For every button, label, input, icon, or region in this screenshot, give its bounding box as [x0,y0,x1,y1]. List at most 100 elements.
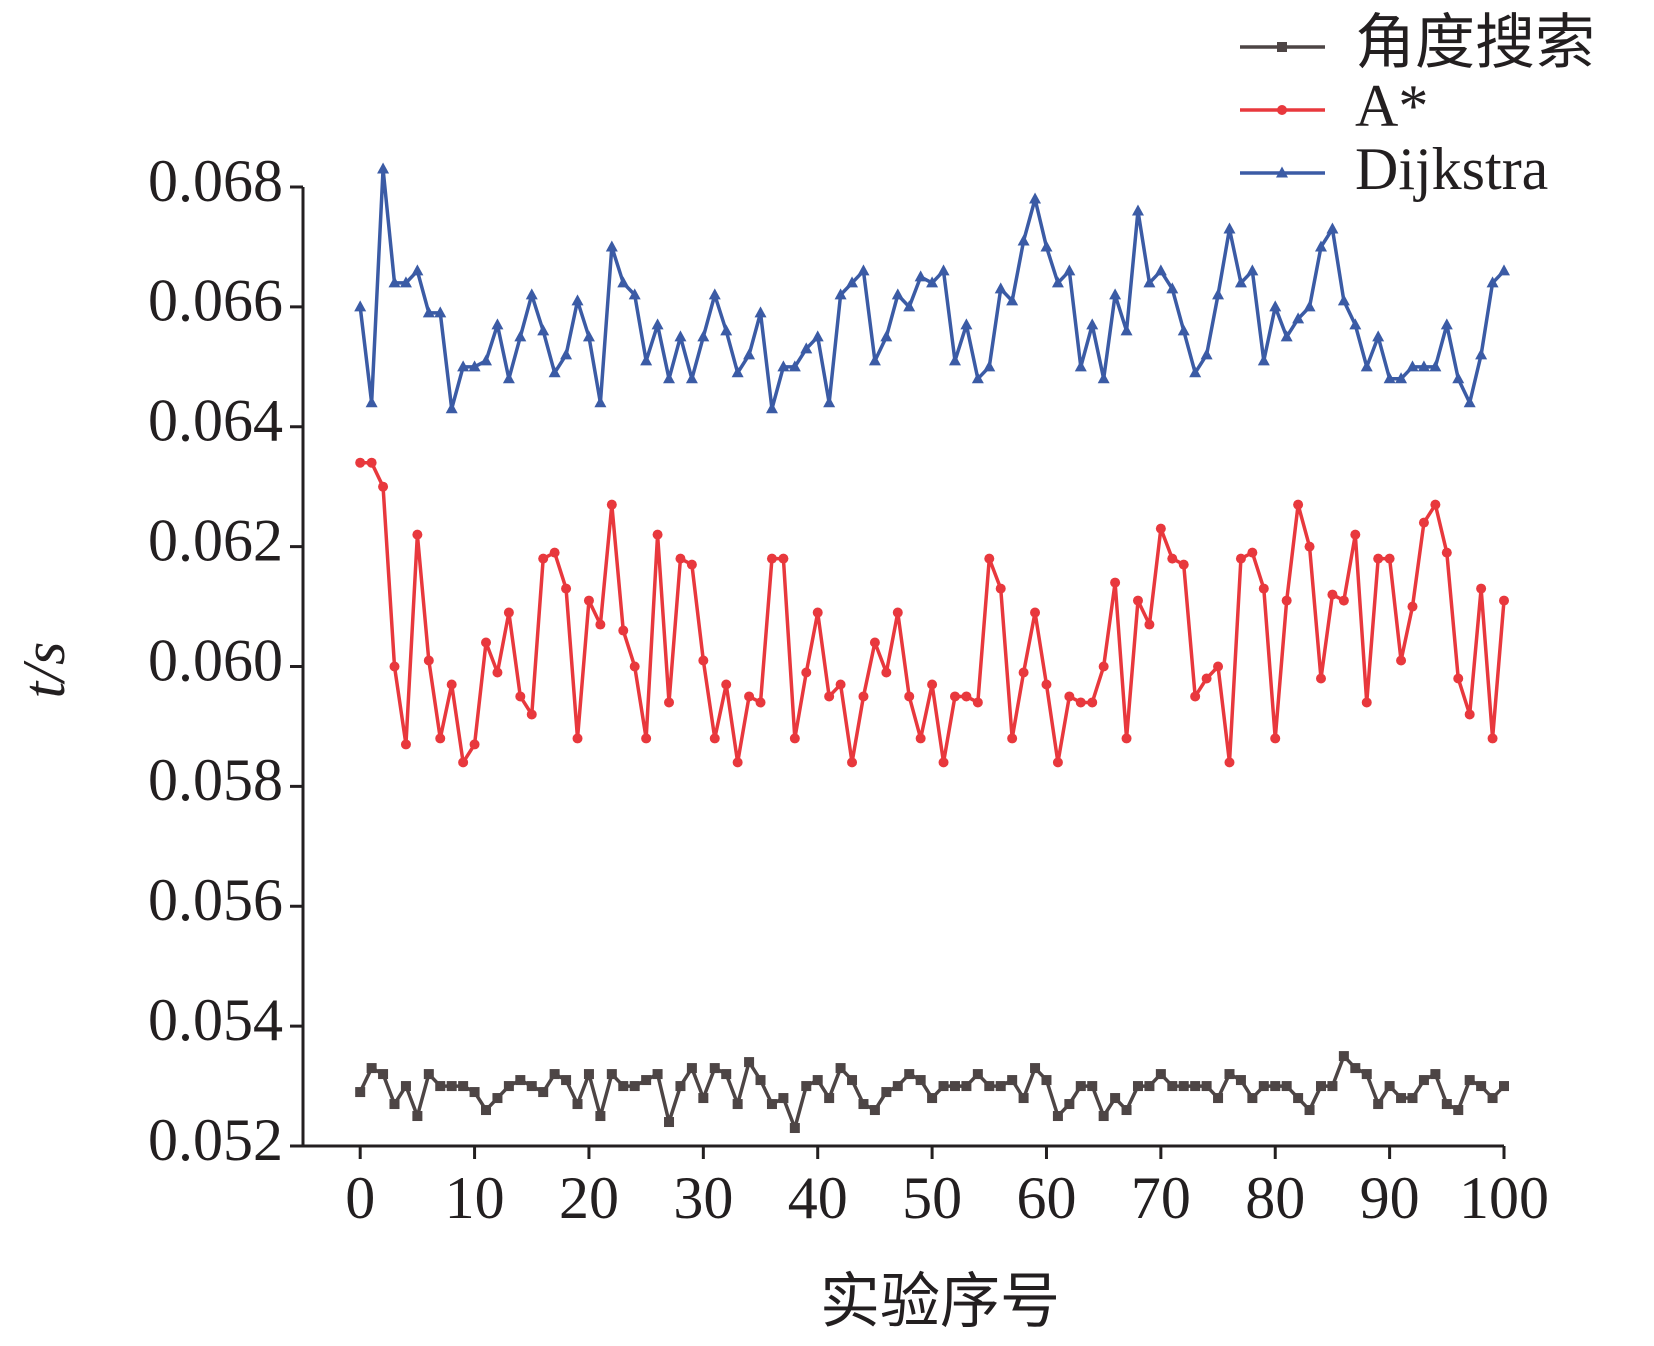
data-point [961,1081,972,1092]
data-point [972,1069,983,1080]
data-point [938,757,949,768]
data-point [1269,300,1282,312]
data-point [892,607,903,618]
data-point [595,1111,606,1122]
data-point [1234,276,1247,288]
data-point [731,366,744,378]
data-point [1327,1081,1338,1092]
data-point [1063,264,1076,276]
data-point [491,318,504,330]
data-point [857,264,870,276]
data-point [891,288,904,300]
data-point [1350,529,1361,540]
data-point [389,1099,400,1110]
data-point [847,1075,858,1086]
data-point [915,1075,926,1086]
data-point [1384,553,1395,564]
data-point [777,360,790,372]
data-point [652,1069,663,1080]
data-point [435,1081,446,1092]
x-tick-label: 70 [1131,1165,1191,1231]
data-point [1499,595,1509,606]
data-point [617,276,630,288]
legend-marker [1277,105,1287,115]
data-point [1041,679,1052,690]
data-point [422,306,435,318]
data-point [1144,1081,1155,1092]
data-point [721,1069,732,1080]
data-point [686,559,697,570]
data-point [606,1069,617,1080]
data-point [1418,1075,1429,1086]
data-point [858,691,869,702]
data-point [927,1093,938,1104]
data-point [880,330,893,342]
data-point [835,1063,846,1074]
data-point [412,529,423,540]
data-point [1007,1075,1018,1086]
data-point [492,667,503,678]
legend-label: 角度搜索 [1355,10,1595,76]
data-point [515,691,526,702]
data-point [846,276,859,288]
data-point [549,547,560,558]
data-point [1407,601,1418,612]
data-point [400,739,411,750]
data-point [1110,577,1121,588]
data-point [378,1069,389,1080]
data-point [1384,1081,1395,1092]
y-tick-label: 0.062 [148,507,283,573]
legend-marker [1277,42,1287,52]
data-point [538,553,549,564]
data-point [1373,1099,1384,1110]
data-point [594,396,607,408]
data-point [514,330,527,342]
data-point [971,372,984,384]
data-point [1338,1051,1349,1062]
y-tick-label: 0.068 [148,148,283,214]
data-point [984,1081,995,1092]
data-point [651,318,664,330]
data-point [1407,1093,1418,1104]
data-point [1075,697,1086,708]
data-point [1304,541,1315,552]
data-point [1064,691,1075,702]
series-line [358,1054,1506,1130]
x-tick-label: 10 [445,1165,505,1231]
data-point [1224,1069,1235,1080]
data-point [1247,547,1258,558]
data-point [698,655,709,666]
data-point [1200,348,1213,360]
y-tick-label: 0.052 [148,1107,283,1173]
data-point [949,1081,960,1092]
data-point [847,757,858,768]
data-point [492,1093,503,1104]
data-point [1087,1081,1098,1092]
data-point [1326,222,1339,234]
data-point [423,1069,434,1080]
data-point [1360,360,1373,372]
x-tick-label: 80 [1245,1165,1305,1231]
data-point [1201,673,1212,684]
x-tick-label: 60 [1016,1165,1076,1231]
y-tick-label: 0.056 [148,867,283,933]
data-point [1190,691,1201,702]
data-point [801,1081,812,1092]
data-point [994,282,1007,294]
data-point [481,1105,492,1116]
data-point [1074,360,1087,372]
data-point [778,553,789,564]
data-point [366,457,377,468]
data-point [1075,1081,1086,1092]
data-point [1258,583,1269,594]
data-point [1086,318,1099,330]
data-point [765,402,778,414]
data-point [435,733,446,744]
data-point [811,330,824,342]
data-point [549,1069,560,1080]
data-point [628,288,641,300]
data-point [537,324,550,336]
data-point [354,300,367,312]
y-tick-label: 0.058 [148,747,283,813]
